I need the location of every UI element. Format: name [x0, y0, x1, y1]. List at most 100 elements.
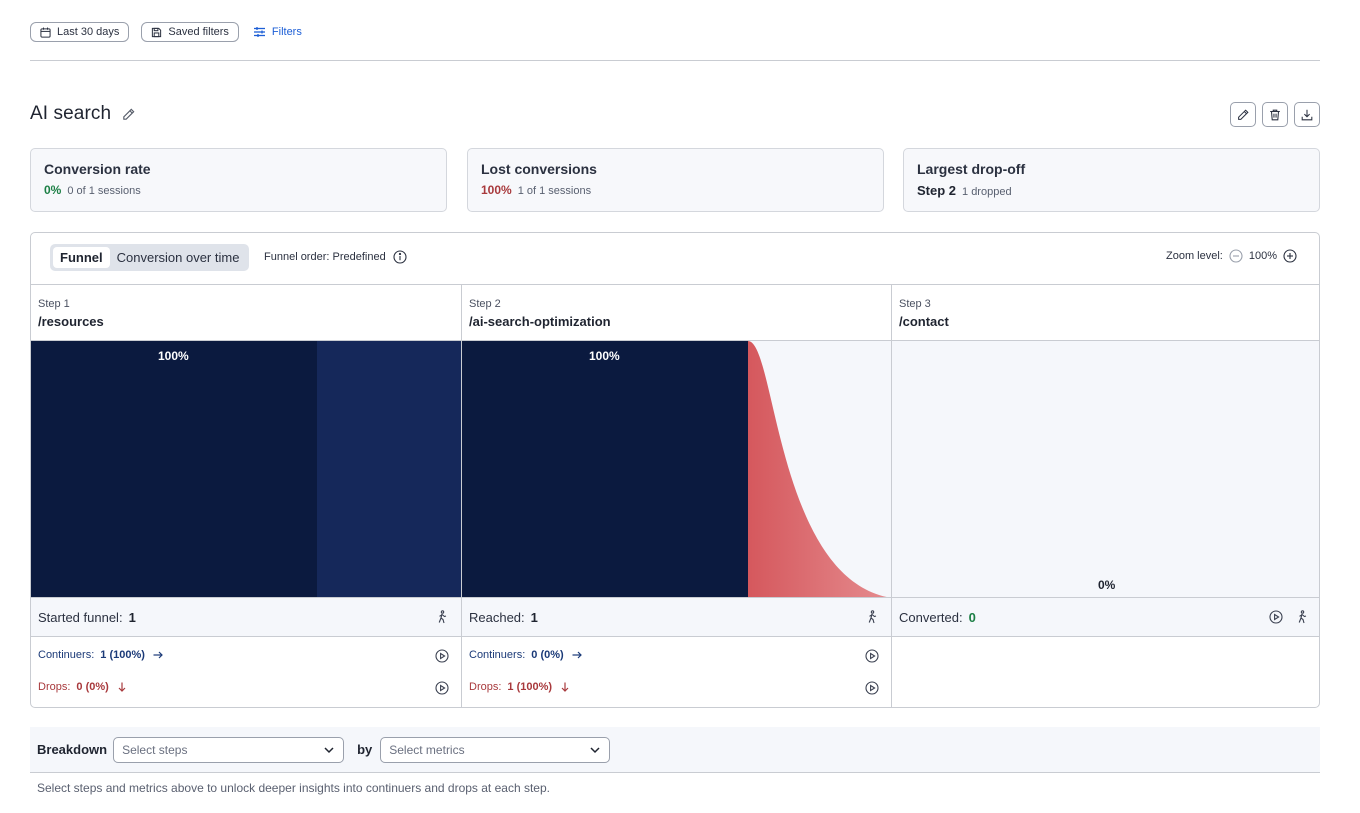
drops-row[interactable]: Drops: 0 (0%) — [38, 681, 449, 695]
step-chart[interactable]: 100% — [31, 341, 461, 598]
chevron-down-icon — [324, 746, 334, 753]
tab-conversion-over-time[interactable]: Conversion over time — [116, 250, 240, 265]
continuers-row[interactable]: Continuers: 1 (100%) — [38, 649, 449, 663]
step-number: Step 2 — [469, 298, 501, 310]
arrow-right-icon — [572, 651, 582, 659]
reached-bar — [462, 341, 748, 597]
delete-button[interactable] — [1262, 102, 1288, 127]
step-percent: 100% — [589, 349, 620, 363]
conversion-rate-detail: 0 of 1 sessions — [67, 185, 141, 197]
saved-filters-label: Saved filters — [168, 26, 229, 38]
filter-bar: Last 30 days Saved filters Filters — [30, 22, 302, 42]
step-percent: 100% — [158, 349, 189, 363]
step-path: /ai-search-optimization — [469, 314, 611, 329]
filters-button[interactable]: Filters — [251, 26, 302, 38]
conversion-rate-value: 0% — [44, 183, 62, 197]
filters-label: Filters — [271, 26, 302, 38]
funnel-step-3: Step 3 /contact 0% Converted: 0 — [891, 285, 1320, 707]
saved-filters-button[interactable]: Saved filters — [141, 22, 239, 42]
step-number: Step 1 — [38, 298, 70, 310]
header-actions — [1230, 102, 1320, 127]
continuers-value: 0 (0%) — [531, 649, 564, 661]
step-number: Step 3 — [899, 298, 931, 310]
funnel-step-2: Step 2 /ai-search-optimization 100% Reac… — [461, 285, 891, 707]
walking-person-icon[interactable] — [1295, 610, 1309, 624]
zoom-in-icon[interactable] — [1283, 249, 1297, 263]
download-icon — [1301, 109, 1313, 120]
edit-title-icon[interactable] — [121, 107, 136, 122]
funnel-step-1: Step 1 /resources 100% Started funnel: 1… — [31, 285, 461, 707]
play-recording-icon[interactable] — [1269, 610, 1283, 624]
play-recording-icon[interactable] — [435, 649, 449, 663]
date-range-label: Last 30 days — [57, 26, 120, 38]
save-icon — [152, 27, 162, 37]
drops-row[interactable]: Drops: 1 (100%) — [469, 681, 879, 695]
largest-dropoff-value: Step 2 — [917, 183, 957, 198]
funnel-toolbar: Funnel Conversion over time Funnel order… — [31, 233, 1319, 285]
funnel-order: Funnel order: Predefined — [264, 250, 407, 264]
title-row: AI search — [30, 103, 136, 125]
funnel-panel: Funnel Conversion over time Funnel order… — [30, 232, 1320, 708]
calendar-icon — [40, 27, 51, 38]
continuers-label: Continuers: — [469, 649, 526, 661]
edit-button[interactable] — [1230, 102, 1256, 127]
continuers-bar — [317, 341, 461, 597]
conversion-rate-card: Conversion rate 0% 0 of 1 sessions — [30, 148, 447, 212]
step-header: Step 1 /resources — [31, 285, 461, 341]
step-chart[interactable]: 100% — [462, 341, 891, 598]
largest-dropoff-detail: 1 dropped — [962, 186, 1012, 198]
funnel-order-label: Funnel order: Predefined — [264, 251, 386, 263]
step-count-label: Converted: — [899, 609, 963, 625]
page-title: AI search — [30, 103, 112, 124]
play-recording-icon[interactable] — [435, 681, 449, 695]
step-area — [892, 341, 1320, 598]
select-steps-dropdown[interactable]: Select steps — [113, 736, 345, 763]
step-header: Step 2 /ai-search-optimization — [462, 285, 891, 341]
drops-value: 0 (0%) — [76, 681, 109, 693]
step-count-label: Reached: — [469, 609, 525, 625]
select-metrics-placeholder: Select metrics — [389, 742, 465, 757]
continuers-row[interactable]: Continuers: 0 (0%) — [469, 649, 879, 663]
divider — [30, 60, 1320, 61]
select-steps-placeholder: Select steps — [122, 742, 188, 757]
card-line: 0% 0 of 1 sessions — [44, 183, 433, 197]
zoom-label: Zoom level: — [1166, 250, 1223, 262]
drop-off-area — [748, 341, 889, 597]
step-flow — [892, 637, 1319, 707]
zoom-control: Zoom level: 100% — [1166, 249, 1297, 263]
sliders-icon — [253, 27, 265, 37]
step-flow: Continuers: 1 (100%) Drops: 0 (0%) — [31, 637, 461, 707]
card-title: Largest drop-off — [917, 161, 1026, 177]
trash-icon — [1270, 109, 1280, 120]
drops-label: Drops: — [38, 681, 71, 693]
step-area — [31, 341, 461, 597]
arrow-right-icon — [153, 651, 163, 659]
card-line: 100% 1 of 1 sessions — [481, 183, 870, 197]
step-count-row: Converted: 0 — [892, 598, 1319, 637]
breakdown-label: Breakdown — [37, 742, 108, 757]
walking-person-icon[interactable] — [435, 610, 449, 624]
chevron-down-icon — [590, 746, 600, 753]
date-range-button[interactable]: Last 30 days — [30, 22, 130, 42]
zoom-out-icon[interactable] — [1229, 249, 1243, 263]
lost-conversions-card: Lost conversions 100% 1 of 1 sessions — [467, 148, 884, 212]
breakdown-bar: Breakdown Select steps by Select metrics — [30, 727, 1320, 773]
continuers-value: 1 (100%) — [100, 649, 145, 661]
continuers-label: Continuers: — [38, 649, 95, 661]
card-title: Lost conversions — [481, 161, 597, 177]
step-percent: 0% — [1098, 578, 1116, 592]
step-count-value: 1 — [128, 609, 136, 625]
info-icon[interactable] — [393, 250, 407, 264]
drops-label: Drops: — [469, 681, 502, 693]
select-metrics-dropdown[interactable]: Select metrics — [380, 736, 611, 763]
play-recording-icon[interactable] — [865, 649, 879, 663]
step-area — [462, 341, 889, 597]
walking-person-icon[interactable] — [865, 610, 879, 624]
step-count-value: 0 — [968, 609, 976, 625]
download-button[interactable] — [1294, 102, 1320, 127]
play-recording-icon[interactable] — [865, 681, 879, 695]
tab-funnel[interactable]: Funnel — [53, 247, 110, 268]
pencil-icon — [1238, 108, 1249, 120]
view-toggle: Funnel Conversion over time — [50, 244, 250, 271]
step-chart[interactable]: 0% — [892, 341, 1320, 598]
